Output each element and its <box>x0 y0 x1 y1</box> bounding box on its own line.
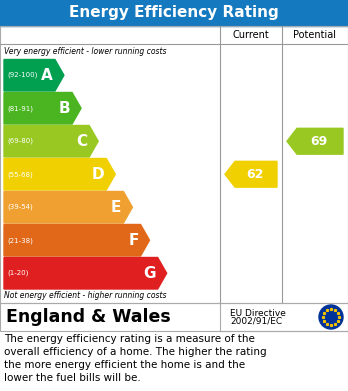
Polygon shape <box>4 224 150 256</box>
Text: (55-68): (55-68) <box>7 171 33 178</box>
Text: lower the fuel bills will be.: lower the fuel bills will be. <box>4 373 141 383</box>
Text: (92-100): (92-100) <box>7 72 37 79</box>
Polygon shape <box>4 93 81 124</box>
Text: The energy efficiency rating is a measure of the: The energy efficiency rating is a measur… <box>4 334 255 344</box>
Text: 69: 69 <box>310 135 327 148</box>
Text: B: B <box>58 101 70 116</box>
Text: overall efficiency of a home. The higher the rating: overall efficiency of a home. The higher… <box>4 347 267 357</box>
Polygon shape <box>4 258 167 289</box>
Circle shape <box>319 305 343 329</box>
Polygon shape <box>287 128 343 154</box>
Text: Potential: Potential <box>293 30 337 40</box>
Text: Not energy efficient - higher running costs: Not energy efficient - higher running co… <box>4 291 166 300</box>
Polygon shape <box>4 158 115 190</box>
Polygon shape <box>4 192 132 223</box>
Text: C: C <box>76 134 87 149</box>
Text: 62: 62 <box>246 168 264 181</box>
Text: (21-38): (21-38) <box>7 237 33 244</box>
Text: F: F <box>128 233 139 248</box>
Text: (81-91): (81-91) <box>7 105 33 111</box>
Text: the more energy efficient the home is and the: the more energy efficient the home is an… <box>4 360 245 370</box>
Bar <box>0 26 348 303</box>
Polygon shape <box>4 126 98 157</box>
Bar <box>0 0 348 26</box>
Text: A: A <box>41 68 53 83</box>
Polygon shape <box>225 161 277 187</box>
Text: E: E <box>111 200 121 215</box>
Text: 2002/91/EC: 2002/91/EC <box>230 316 282 325</box>
Text: Current: Current <box>232 30 269 40</box>
Text: G: G <box>143 266 156 281</box>
Text: (69-80): (69-80) <box>7 138 33 145</box>
Text: (1-20): (1-20) <box>7 270 29 276</box>
Text: EU Directive: EU Directive <box>230 308 286 317</box>
Text: D: D <box>92 167 104 182</box>
Text: (39-54): (39-54) <box>7 204 33 210</box>
Bar <box>0 303 348 331</box>
Text: Energy Efficiency Rating: Energy Efficiency Rating <box>69 5 279 20</box>
Text: Very energy efficient - lower running costs: Very energy efficient - lower running co… <box>4 47 166 56</box>
Text: England & Wales: England & Wales <box>6 308 171 326</box>
Polygon shape <box>4 59 64 91</box>
